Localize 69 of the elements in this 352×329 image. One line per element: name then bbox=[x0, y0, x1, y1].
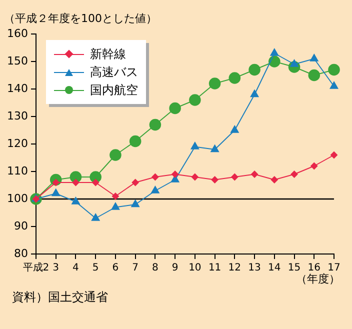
point bbox=[129, 135, 142, 148]
point bbox=[211, 176, 218, 184]
x-tick-label: 3 bbox=[52, 262, 60, 274]
x-tick-label: 14 bbox=[268, 262, 281, 274]
y-tick-label: 80 bbox=[14, 246, 28, 260]
point bbox=[111, 202, 120, 210]
point bbox=[231, 174, 238, 180]
point bbox=[149, 118, 162, 131]
point bbox=[208, 78, 221, 90]
x-tick-label: 16 bbox=[308, 262, 320, 274]
legend-label: 新幹線 bbox=[90, 46, 126, 62]
point bbox=[270, 176, 278, 184]
x-tick-label: 12 bbox=[228, 262, 242, 274]
point bbox=[270, 48, 279, 56]
point bbox=[250, 90, 259, 98]
x-tick-label: 5 bbox=[92, 262, 99, 274]
x-tick-label: 11 bbox=[208, 262, 222, 274]
point bbox=[190, 142, 200, 150]
point bbox=[310, 162, 318, 170]
point bbox=[191, 174, 198, 180]
point bbox=[230, 126, 239, 133]
x-axis-title: （年度） bbox=[296, 272, 340, 286]
point bbox=[290, 170, 298, 178]
y-tick-label: 100 bbox=[6, 192, 28, 205]
x-tick-label: 平成2 bbox=[22, 262, 50, 274]
point bbox=[52, 188, 60, 196]
point bbox=[110, 149, 122, 161]
point bbox=[228, 72, 241, 84]
y-tick-label: 90 bbox=[14, 219, 28, 232]
point bbox=[72, 197, 80, 204]
point bbox=[132, 179, 139, 186]
text: 資料）国土交通省 bbox=[12, 290, 108, 304]
point bbox=[310, 54, 318, 62]
point bbox=[330, 152, 338, 158]
point bbox=[328, 64, 340, 76]
x-tick-label: 9 bbox=[172, 262, 178, 274]
point bbox=[210, 144, 219, 152]
point bbox=[131, 200, 140, 208]
x-tick-label: 8 bbox=[152, 262, 158, 274]
x-tick-label: 13 bbox=[248, 262, 261, 274]
y-tick-label: 120 bbox=[6, 136, 28, 150]
point bbox=[189, 94, 201, 106]
point bbox=[91, 214, 100, 221]
x-tick-label: 15 bbox=[288, 262, 301, 274]
legend-label: 国内航空 bbox=[90, 82, 138, 98]
y-tick-label: 130 bbox=[6, 109, 28, 122]
x-tick-label: 7 bbox=[132, 262, 139, 274]
x-tick-label: 10 bbox=[188, 262, 202, 274]
point bbox=[251, 170, 258, 178]
point bbox=[268, 56, 280, 68]
y-tick-label: 140 bbox=[6, 82, 28, 95]
point bbox=[169, 102, 181, 114]
y-axis-title: （平成２年度を100とした値） bbox=[4, 12, 157, 25]
x-tick-label: 6 bbox=[112, 262, 119, 274]
y-tick-label: 150 bbox=[6, 54, 28, 68]
y-tick-label: 110 bbox=[6, 164, 28, 178]
point bbox=[308, 69, 320, 82]
y-tick-label: 160 bbox=[6, 26, 28, 40]
point bbox=[151, 186, 160, 194]
legend-label: 高速バス bbox=[90, 64, 138, 80]
point bbox=[72, 179, 80, 186]
point bbox=[172, 170, 179, 178]
point bbox=[248, 64, 260, 76]
x-tick-label: 17 bbox=[328, 262, 340, 274]
point bbox=[92, 179, 100, 186]
point bbox=[330, 82, 338, 89]
x-tick-label: 4 bbox=[72, 262, 79, 274]
point bbox=[112, 192, 119, 200]
point bbox=[152, 174, 159, 180]
